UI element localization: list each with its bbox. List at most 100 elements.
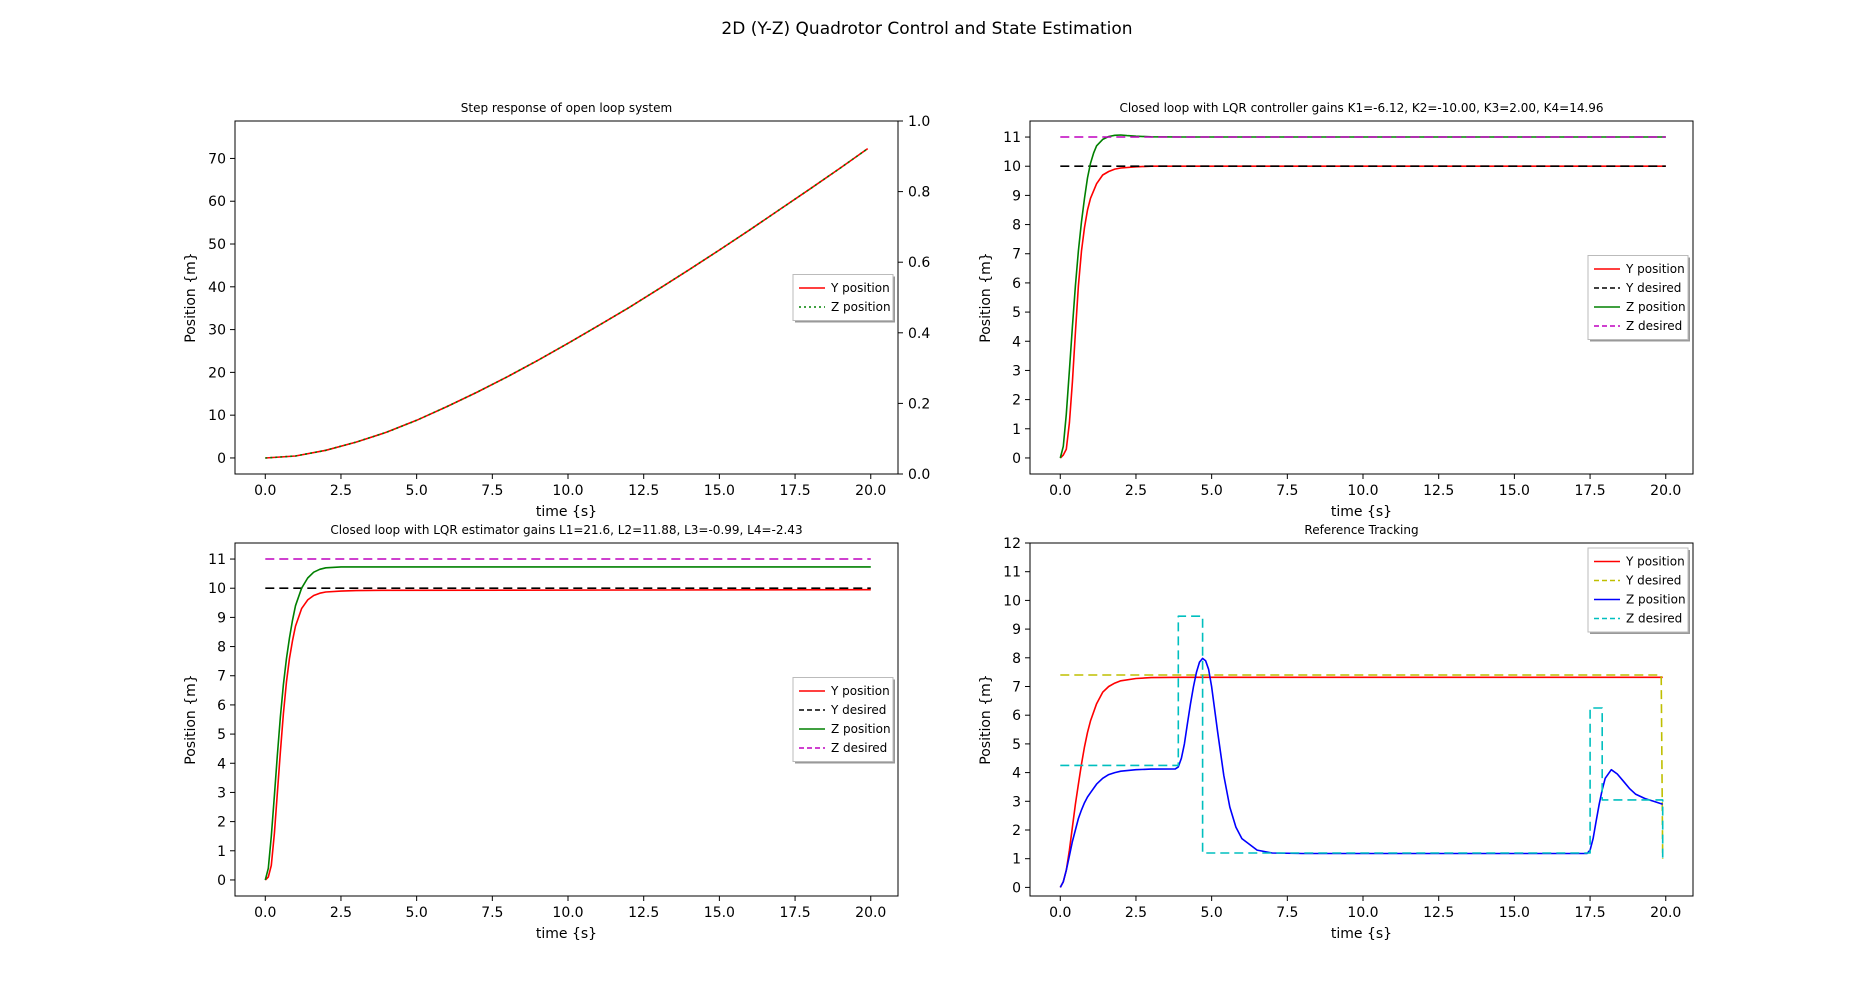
y2-tick-label: 0.4 [908,326,930,342]
x-tick-label: 12.5 [628,483,659,499]
y-tick-label: 3 [217,785,226,801]
y2-tick-label: 1.0 [908,114,930,130]
legend-entry: Z position [831,300,891,314]
legend-entry: Z position [1626,300,1686,314]
legend-entry: Z desired [1626,319,1682,333]
series-y-position [265,147,869,459]
y-axis-label: Position {m} [183,674,199,764]
y-tick-label: 8 [217,640,226,656]
x-tick-label: 0.0 [1049,905,1071,921]
y-tick-label: 2 [1012,823,1021,839]
x-tick-label: 10.0 [552,483,583,499]
y-tick-label: 0 [1012,880,1021,896]
y-tick-label: 0 [217,873,226,889]
y-tick-label: 4 [1012,334,1021,350]
y2-tick-label: 0.6 [908,255,930,271]
legend-entry: Y desired [1625,574,1681,588]
x-tick-label: 7.5 [481,483,503,499]
legend: Y position Y desired Z position Z desired [792,677,895,764]
series-z-position [1059,134,1666,459]
x-tick-label: 5.0 [1201,483,1223,499]
y-tick-label: 0 [1012,451,1021,467]
plot-frame [1029,542,1694,897]
y-tick-label: 11 [1003,130,1021,146]
x-tick-label: 20.0 [1650,483,1681,499]
y-tick-label: 5 [217,727,226,743]
x-tick-label: 5.0 [406,483,428,499]
x-tick-label: 5.0 [1201,905,1223,921]
legend-entry: Z position [831,722,891,736]
x-tick-label: 15.0 [704,905,735,921]
y-tick-label: 0 [217,451,226,467]
chart-3: Closed loop with LQR estimator gains L1=… [183,523,899,942]
x-tick-label: 17.5 [1574,483,1605,499]
chart-title: Reference Tracking [1304,523,1418,537]
y-axis-label: Position {m} [978,252,994,342]
legend-entry: Y position [830,281,890,295]
y-tick-label: 1 [1012,852,1021,868]
x-tick-label: 2.5 [330,483,352,499]
legend-entry: Y position [1625,555,1685,569]
legend-entry: Z position [1626,593,1686,607]
y-tick-label: 40 [208,280,226,296]
y-axis-label: Position {m} [183,252,199,342]
y-tick-label: 2 [217,815,226,831]
y-tick-label: 6 [217,698,226,714]
chart-title: Step response of open loop system [461,101,672,115]
y-tick-label: 50 [208,237,226,253]
x-tick-label: 20.0 [855,483,886,499]
x-tick-label: 0.0 [1049,483,1071,499]
x-tick-label: 12.5 [1423,483,1454,499]
x-tick-label: 20.0 [1650,905,1681,921]
legend-box [792,274,894,321]
y-tick-label: 7 [1012,679,1021,695]
y-tick-label: 11 [208,552,226,568]
y-tick-label: 4 [217,756,226,772]
y-tick-label: 3 [1012,794,1021,810]
plot-frame [234,542,899,897]
y-tick-label: 10 [208,408,226,424]
y-tick-label: 8 [1012,218,1021,234]
y-tick-label: 60 [208,194,226,210]
y-tick-label: 10 [1003,159,1021,175]
x-tick-label: 12.5 [1423,905,1454,921]
x-tick-label: 2.5 [1125,905,1147,921]
series-y-position [264,588,871,881]
x-axis-label: time {s} [1331,504,1392,520]
legend-entry: Z desired [831,741,887,755]
legend: Y position Y desired Z position Z desired [1587,255,1690,342]
legend-entry: Y position [1625,262,1685,276]
y-tick-label: 1 [217,844,226,860]
x-tick-label: 15.0 [1499,483,1530,499]
x-axis-label: time {s} [536,504,597,520]
x-tick-label: 15.0 [704,483,735,499]
y-axis-label: Position {m} [978,674,994,764]
x-tick-label: 10.0 [552,905,583,921]
y-tick-label: 6 [1012,276,1021,292]
legend: Y position Z position [792,274,895,323]
x-tick-label: 2.5 [330,905,352,921]
chart-1: Step response of open loop system 0.0 2.5 5… [183,101,930,520]
series-y-position [1059,676,1663,888]
y-tick-label: 20 [208,365,226,381]
x-tick-label: 0.0 [254,483,276,499]
y-tick-label: 5 [1012,737,1021,753]
legend-entry: Y desired [1625,281,1681,295]
y-tick-label: 3 [1012,363,1021,379]
plot-frame [1029,120,1694,475]
charts: Step response of open loop system 0.0 2.5 5… [183,101,1694,942]
x-tick-label: 7.5 [1276,905,1298,921]
y-tick-label: 6 [1012,708,1021,724]
legend-entry: Y position [830,684,890,698]
x-axis-label: time {s} [1331,926,1392,942]
series-z-position [264,566,871,881]
y-tick-label: 9 [217,610,226,626]
x-tick-label: 5.0 [406,905,428,921]
y2-tick-label: 0.2 [908,396,930,412]
x-tick-label: 10.0 [1347,483,1378,499]
y2-tick-label: 0.0 [908,467,930,483]
x-tick-label: 17.5 [1574,905,1605,921]
x-tick-label: 17.5 [779,905,810,921]
